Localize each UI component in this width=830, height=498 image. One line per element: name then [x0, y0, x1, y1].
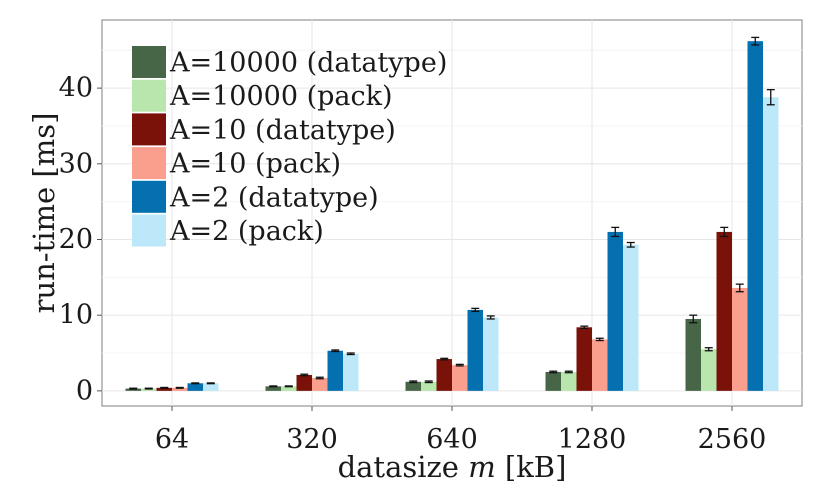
error-bar: [471, 307, 480, 313]
bar: [732, 287, 748, 391]
bar: [592, 339, 608, 391]
bar: [281, 386, 297, 391]
bar: [203, 383, 219, 391]
error-bar: [315, 376, 324, 380]
x-tick-label: 64: [155, 424, 189, 455]
error-bar: [409, 380, 418, 384]
legend-entry: A=2 (pack): [132, 214, 324, 247]
error-bar: [751, 36, 760, 46]
error-bar: [564, 370, 573, 374]
bar: [187, 383, 203, 391]
legend-swatch: [132, 46, 166, 78]
error-bar: [346, 352, 355, 356]
x-tick-label: 1280: [558, 424, 627, 455]
error-bar: [284, 385, 293, 388]
y-axis-title: run-time [ms]: [27, 113, 61, 314]
y-tick-label: 30: [59, 148, 93, 179]
error-bar: [626, 241, 635, 248]
bar: [747, 41, 763, 391]
x-axis: 64 320 640 1280 2560: [155, 406, 767, 455]
bar: [452, 365, 468, 391]
legend-label: A=10000 (pack): [169, 81, 393, 112]
bar: [141, 388, 157, 391]
legend-label: A=2 (datatype): [169, 182, 379, 213]
error-bar: [766, 88, 775, 106]
bar: [763, 97, 779, 391]
bar: [561, 371, 577, 391]
legend-swatch: [132, 180, 166, 213]
error-bars: [129, 36, 775, 390]
bar: [436, 359, 452, 391]
error-bar: [424, 380, 433, 384]
legend-entry: A=10 (pack): [132, 147, 341, 180]
bar: [701, 349, 717, 391]
legend-label: A=2 (pack): [169, 216, 324, 247]
y-tick-label: 0: [76, 375, 93, 406]
error-bar: [486, 315, 495, 320]
bar: [576, 327, 592, 391]
legend-label: A=10 (pack): [169, 149, 341, 180]
bar: [483, 317, 499, 391]
legend-swatch: [132, 79, 166, 112]
error-bar: [455, 363, 464, 367]
x-axis-title: datasize m [kB]: [338, 450, 567, 484]
bar: [296, 374, 312, 391]
bar: [343, 353, 359, 391]
error-bar: [300, 373, 309, 377]
legend-label: A=10000 (datatype): [169, 48, 447, 79]
error-bar: [175, 386, 184, 389]
legend-label: A=10 (datatype): [169, 115, 396, 146]
bar: [421, 381, 437, 391]
y-axis: 0 10 20 30 40: [59, 73, 102, 406]
error-bar: [269, 385, 278, 388]
x-tick-label: 320: [286, 424, 338, 455]
y-tick-label: 20: [59, 224, 93, 255]
bar: [172, 387, 188, 391]
error-bar: [611, 226, 620, 238]
error-bar: [549, 370, 558, 374]
error-bar: [191, 382, 200, 385]
legend-entry: A=10 (datatype): [132, 113, 396, 146]
bar: [265, 386, 281, 391]
bar: [685, 318, 701, 391]
error-bar: [160, 386, 169, 389]
bar: [156, 387, 172, 391]
bar: [312, 377, 328, 391]
error-bar: [331, 349, 340, 353]
error-bar: [144, 387, 153, 390]
bars: [125, 41, 779, 391]
bar: [607, 231, 623, 391]
bar: [623, 244, 639, 391]
x-tick-label: 640: [426, 424, 478, 455]
bar: [405, 381, 421, 391]
y-tick-label: 10: [59, 300, 93, 331]
error-bar: [689, 314, 698, 324]
bar: [545, 371, 561, 391]
error-bar: [440, 357, 449, 361]
error-bar: [704, 347, 713, 352]
error-bar: [580, 325, 589, 330]
legend: A=10000 (datatype)A=10000 (pack)A=10 (da…: [132, 46, 447, 247]
bar: [125, 388, 141, 391]
bar: [327, 350, 343, 391]
error-bar: [206, 382, 215, 385]
legend-entry: A=10000 (datatype): [132, 46, 447, 79]
error-bar: [735, 283, 744, 293]
bar: [716, 231, 732, 391]
error-bar: [129, 387, 138, 390]
legend-swatch: [132, 214, 166, 247]
error-bar: [595, 337, 604, 342]
legend-swatch: [132, 147, 166, 180]
legend-entry: A=2 (datatype): [132, 180, 379, 213]
grid: [102, 20, 802, 406]
x-tick-label: 2560: [698, 424, 767, 455]
legend-swatch: [132, 113, 166, 146]
error-bar: [720, 226, 729, 238]
legend-entry: A=10000 (pack): [132, 79, 393, 112]
y-tick-label: 40: [59, 73, 93, 104]
bar: [467, 309, 483, 391]
